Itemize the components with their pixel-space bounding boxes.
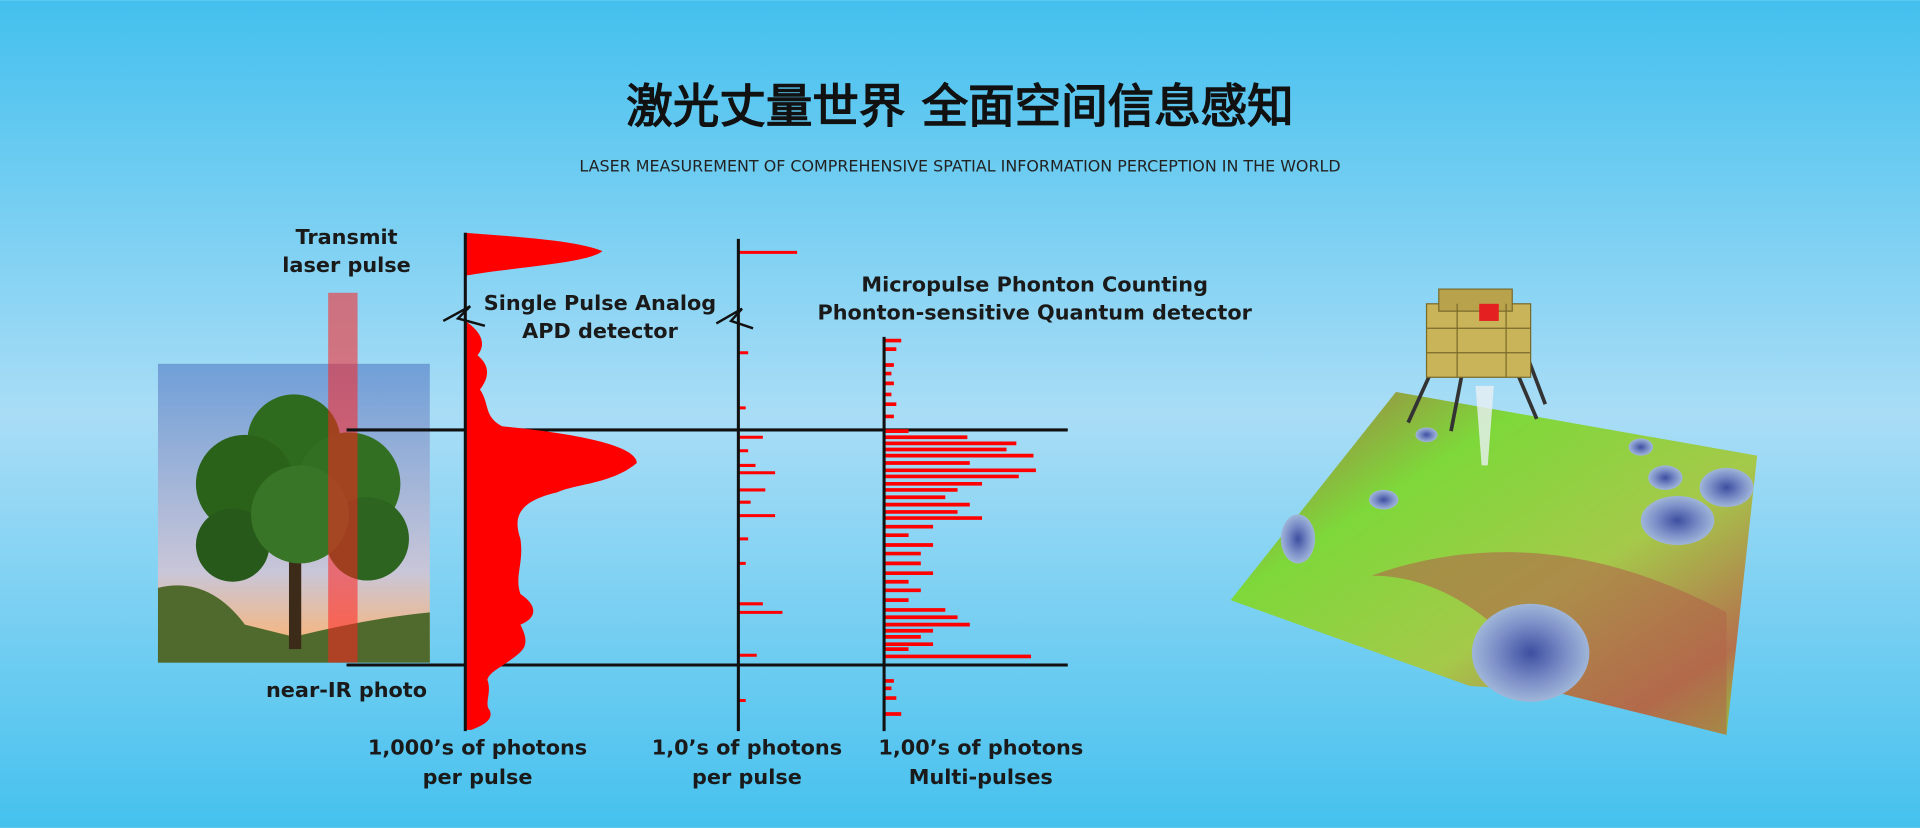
subtitle: LASER MEASUREMENT OF COMPREHENSIVE SPATI…	[579, 157, 1340, 176]
axis-break	[442, 305, 486, 328]
title: 激光丈量世界 全面空间信息感知	[626, 80, 1293, 134]
label: Micropulse Phonton Counting	[861, 273, 1208, 297]
laser-beam	[328, 292, 358, 663]
caption: 1,0’s of photons	[652, 735, 842, 759]
axis-break	[715, 307, 754, 330]
caption: per pulse	[692, 765, 802, 789]
label: Phonton-sensitive Quantum detector	[817, 301, 1252, 325]
caption: 1,000’s of photons	[368, 735, 587, 759]
label: APD detector	[522, 319, 678, 343]
label: laser pulse	[282, 253, 410, 277]
label: near-IR photo	[266, 678, 427, 702]
analog-waveform	[465, 232, 637, 730]
photon-returns	[738, 250, 798, 703]
label: Transmit	[295, 225, 397, 249]
tree-photo	[157, 363, 430, 663]
lander	[1406, 288, 1548, 466]
caption: per pulse	[423, 765, 533, 789]
photon-histogram	[884, 338, 1036, 716]
caption: 1,00’s of photons	[878, 735, 1083, 759]
label: Single Pulse Analog	[484, 291, 716, 315]
caption: Multi-pulses	[909, 765, 1053, 789]
terrain-model	[1230, 391, 1758, 735]
